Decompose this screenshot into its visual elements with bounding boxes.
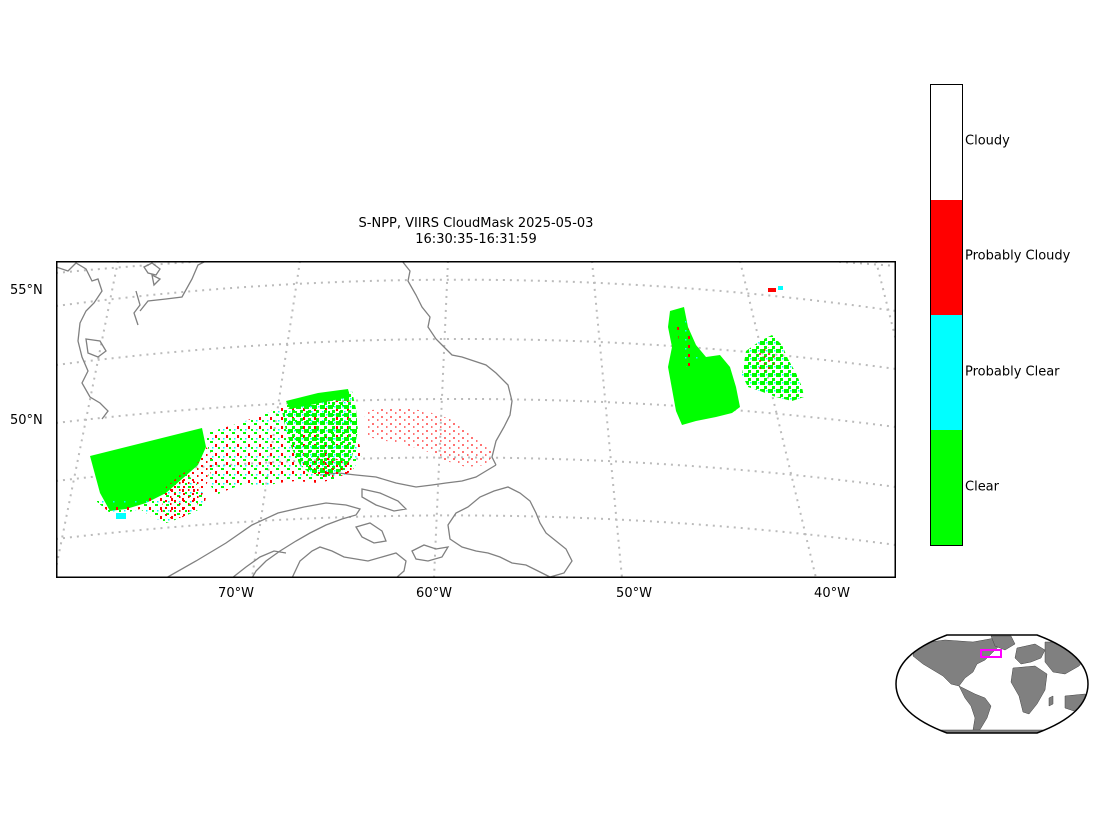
legend-label-clear: Clear	[965, 479, 999, 495]
map-title: S-NPP, VIIRS CloudMask 2025-05-03 16:30:…	[56, 216, 896, 248]
clear-swath-west	[90, 428, 214, 523]
lon-tick-60w: 60°W	[416, 586, 452, 601]
colorbar-segment-cloudy	[931, 85, 962, 200]
lon-tick-70w: 70°W	[218, 586, 254, 601]
colorbar-segment-probably-clear	[931, 315, 962, 430]
inset-globe-map	[895, 634, 1089, 734]
coastlines	[56, 261, 573, 578]
colorbar-segment-clear	[931, 430, 962, 545]
map-title-line1: S-NPP, VIIRS CloudMask 2025-05-03	[358, 216, 594, 231]
lat-tick-55: 55°N	[10, 283, 43, 298]
legend-label-probably-clear: Probably Clear	[965, 364, 1060, 380]
longitude-gridlines	[56, 261, 896, 578]
mixed-swath-central	[206, 389, 496, 495]
lon-tick-40w: 40°W	[814, 586, 850, 601]
inset-extent-box	[980, 649, 1002, 658]
legend-label-cloudy: Cloudy	[965, 133, 1010, 149]
colorbar-segment-probably-cloudy	[931, 200, 962, 315]
lat-tick-50: 50°N	[10, 413, 43, 428]
map-title-line2: 16:30:35-16:31:59	[415, 232, 537, 247]
legend-label-probably-cloudy: Probably Cloudy	[965, 248, 1071, 264]
cloud-mask-map	[56, 261, 896, 578]
colorbar	[930, 84, 963, 546]
clear-swath-east	[668, 286, 804, 425]
lon-tick-50w: 50°W	[616, 586, 652, 601]
